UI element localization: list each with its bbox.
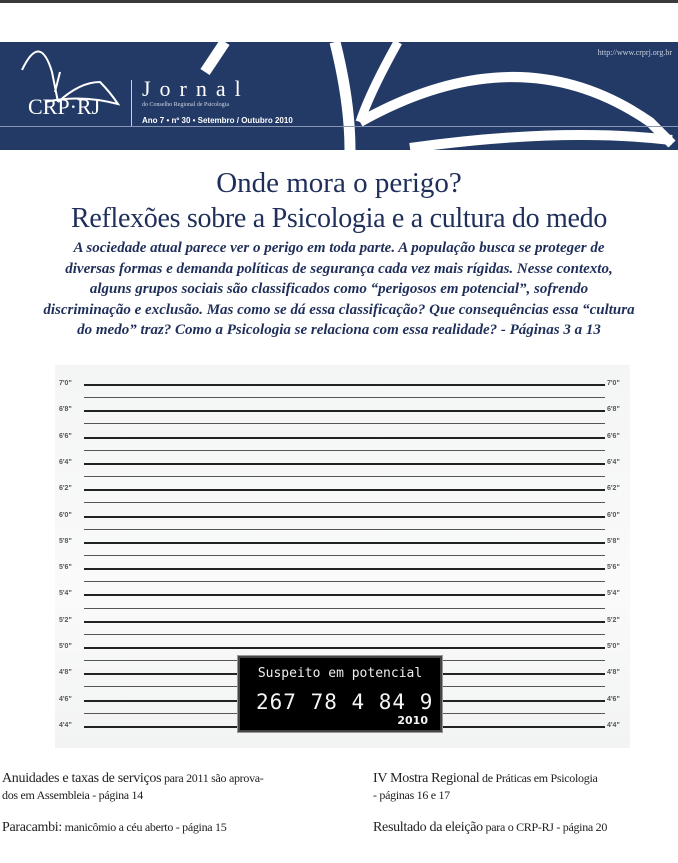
website-url: http://www.crprj.org.br [597,48,672,57]
height-line-minor [84,581,605,583]
teaser-title: IV Mostra Regional [373,771,480,786]
height-line-major [84,515,605,518]
height-label-left: 4'4" [59,721,72,729]
height-line-major [84,384,605,386]
height-line-minor [84,607,605,609]
height-line-minor [84,633,605,635]
teaser-text: para o CRP-RJ - página 20 [482,820,608,834]
teaser-text: manicômio a céu aberto - página 15 [61,820,227,834]
height-label-right: 5'8" [607,537,620,545]
height-label-left: 5'6" [59,564,72,572]
height-label-left: 5'8" [59,537,72,545]
height-label-right: 4'4" [607,721,620,729]
teaser-text: - páginas 16 e 17 [373,788,450,802]
logo-icon [21,50,121,106]
lead-line: A sociedade atual parece ver o perigo em… [73,240,605,256]
divider [131,80,132,126]
height-label-left: 5'4" [59,590,72,598]
height-line-major [84,436,605,439]
placard-year: 2010 [397,714,428,727]
height-label-right: 4'6" [607,695,620,703]
journal-title: Jornal [142,76,250,101]
height-line-minor [84,502,605,504]
height-label-left: 6'6" [59,432,72,440]
teaser-text: para 2011 são aprova- [161,771,264,785]
height-line-major [84,489,605,492]
height-label-right: 5'0" [607,643,620,650]
height-label-right: 5'6" [607,564,620,572]
height-label-right: 6'6" [607,432,620,440]
top-bar [0,0,678,3]
teaser-paracambi[interactable]: Paracambi: manicômio a céu aberto - pági… [2,819,342,836]
height-label-left: 4'8" [59,669,72,677]
headline-title: Onde mora o perigo? [216,167,462,199]
teaser-mostra[interactable]: IV Mostra Regional de Práticas em Psicol… [373,770,673,804]
height-label-right: 5'2" [607,616,620,624]
height-line-major [84,541,605,544]
issue-info: Ano 7 • nº 30 • Setembro / Outubro 2010 [142,116,293,125]
height-label-right: 6'8" [607,406,620,414]
lead-line: do medo” traz? Como a Psicologia se rela… [77,322,601,338]
logo-text: CRP·RJ [28,94,101,119]
height-label-left: 6'8" [59,406,72,414]
teaser-title: Paracambi: [2,820,62,835]
headline-subtitle: Reflexões sobre a Psicologia e a cultura… [70,203,608,234]
height-label-left: 6'2" [59,485,72,493]
height-line-major [84,568,605,571]
lead-line: diversas formas e demanda políticas de s… [65,260,613,277]
height-line-minor [84,554,605,556]
height-label-right: 5'4" [607,590,620,598]
teaser-text: dos em Assembleia - página 14 [2,788,143,802]
height-label-left: 6'4" [59,458,72,466]
height-label-right: 6'0" [607,511,620,519]
lead-line: discriminação e exclusão. Mas como se dá… [43,301,635,318]
height-line-major [84,462,605,465]
masthead-banner: http://www.crprj.org.br CRP·RJ Jornal do… [0,42,678,150]
height-label-right: 4'8" [607,669,620,677]
divider [0,126,678,127]
lead-line: alguns grupos sociais são classificados … [89,281,589,297]
teaser-title: Resultado da eleição [373,820,483,835]
suspect-placard: Suspeito em potencial 267 78 4 84 9 2010 [237,655,443,733]
placard-caption: Suspeito em potencial [257,666,423,681]
height-label-left: 7'0" [59,380,72,387]
teaser-anuidades[interactable]: Anuidades e taxas de serviços para 2011 … [2,770,342,804]
height-label-right: 7'0" [607,380,620,387]
height-label-left: 5'0" [59,643,72,650]
lead-paragraph: A sociedade atual parece ver o perigo em… [5,238,673,341]
height-line-minor [84,449,605,451]
height-chart-image: 7'0" 7'0" 6'8" 6'8" 6'6" 6'6" 6'4" 6'4" 6'2" 6'2"… [55,365,630,748]
height-line-minor [84,423,605,425]
height-line-minor [84,476,605,478]
height-line-major [84,410,605,413]
placard-number: 267 78 4 84 9 [256,690,434,714]
height-label-left: 5'2" [59,616,72,624]
height-line-major [84,620,605,623]
height-line-minor [84,397,605,399]
height-line-minor [84,528,605,530]
journal-subtitle: do Conselho Regional de Psicologia [142,102,229,108]
height-label-left: 4'6" [59,695,72,703]
teaser-title: Anuidades e taxas de serviços [2,771,162,786]
decorative-swooshes [21,42,676,150]
height-line-major [84,594,605,597]
height-label-right: 6'4" [607,458,620,466]
teaser-eleicao[interactable]: Resultado da eleição para o CRP-RJ - pág… [373,819,673,836]
height-label-right: 6'2" [607,485,620,493]
teaser-text: de Práticas em Psicologia [479,771,598,785]
height-line-major [84,647,605,649]
height-label-left: 6'0" [59,511,72,519]
